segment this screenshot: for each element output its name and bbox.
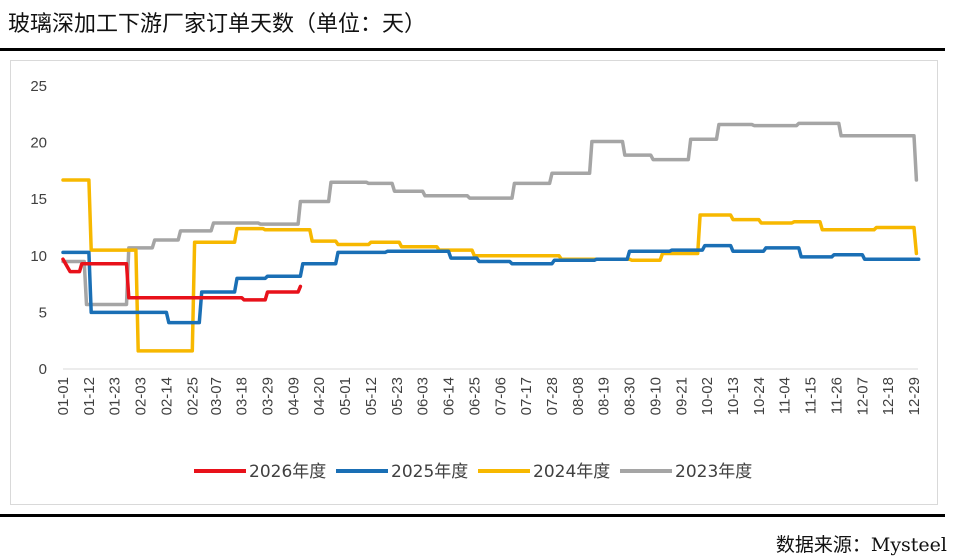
series-line: [61, 243, 921, 325]
series-line: [61, 121, 919, 307]
bottom-rule: [0, 514, 945, 517]
x-tick-label: 12-07: [854, 377, 871, 415]
x-tick-label: 07-28: [544, 377, 561, 415]
series-line: [61, 178, 919, 353]
x-tick-label: 11-15: [803, 377, 820, 414]
x-tick-label: 03-18: [234, 377, 251, 415]
y-tick-label: 10: [30, 248, 47, 265]
legend-label: 2024年度: [533, 462, 610, 482]
y-tick-label: 5: [39, 304, 47, 321]
x-tick-label: 11-26: [828, 377, 845, 414]
x-tick-label: 02-03: [133, 377, 150, 415]
x-tick-label: 01-23: [107, 377, 124, 415]
x-tick-label: 06-03: [415, 377, 432, 415]
y-tick-label: 20: [30, 135, 47, 152]
data-source: 数据来源：Mysteel: [775, 534, 947, 556]
legend-label: 2026年度: [249, 462, 326, 482]
top-rule: [0, 48, 945, 51]
series-line: [61, 257, 303, 302]
x-tick-label: 07-06: [492, 377, 509, 415]
x-tick-label: 12-18: [880, 377, 897, 415]
x-tick-label: 05-12: [363, 377, 380, 415]
x-tick-label: 11-04: [777, 377, 794, 414]
y-tick-label: 15: [30, 191, 47, 208]
x-tick-label: 04-20: [311, 377, 328, 415]
y-tick-label: 0: [39, 361, 47, 378]
x-tick-label: 02-25: [184, 377, 201, 415]
x-tick-label: 08-08: [570, 377, 587, 415]
x-tick-label: 12-29: [906, 377, 923, 415]
chart-area: 0 5 10 15 20 25 01-01 01-12 01-23 02-03 02-14 02-25…: [10, 60, 938, 505]
x-tick-label: 02-14: [158, 377, 175, 415]
x-tick-label: 06-25: [466, 377, 483, 415]
x-tick-label: 08-30: [622, 377, 639, 415]
x-tick-label: 01-01: [55, 377, 72, 415]
x-tick-label: 10-24: [751, 377, 768, 415]
y-tick-label: 25: [30, 78, 47, 95]
x-tick-label: 03-29: [260, 377, 277, 415]
x-tick-label: 03-07: [208, 377, 225, 415]
x-tick-label: 04-09: [285, 377, 302, 415]
x-tick-label: 10-13: [725, 377, 742, 415]
x-tick-label: 09-10: [647, 377, 664, 415]
legend-label: 2025年度: [391, 462, 468, 482]
x-tick-label: 01-12: [81, 377, 98, 415]
line-chart: 0 5 10 15 20 25 01-01 01-12 01-23 02-03 02-14 02-25…: [30, 78, 923, 482]
x-tick-label: 08-19: [596, 377, 613, 415]
x-tick-label: 10-02: [699, 377, 716, 415]
x-tick-label: 05-01: [337, 377, 354, 415]
x-tick-label: 09-21: [673, 377, 690, 415]
x-tick-label: 05-23: [389, 377, 406, 415]
legend-label: 2023年度: [675, 462, 752, 482]
x-tick-label: 07-17: [518, 377, 535, 415]
chart-title: 玻璃深加工下游厂家订单天数（单位：天）: [8, 12, 427, 37]
x-tick-label: 06-14: [441, 377, 458, 415]
